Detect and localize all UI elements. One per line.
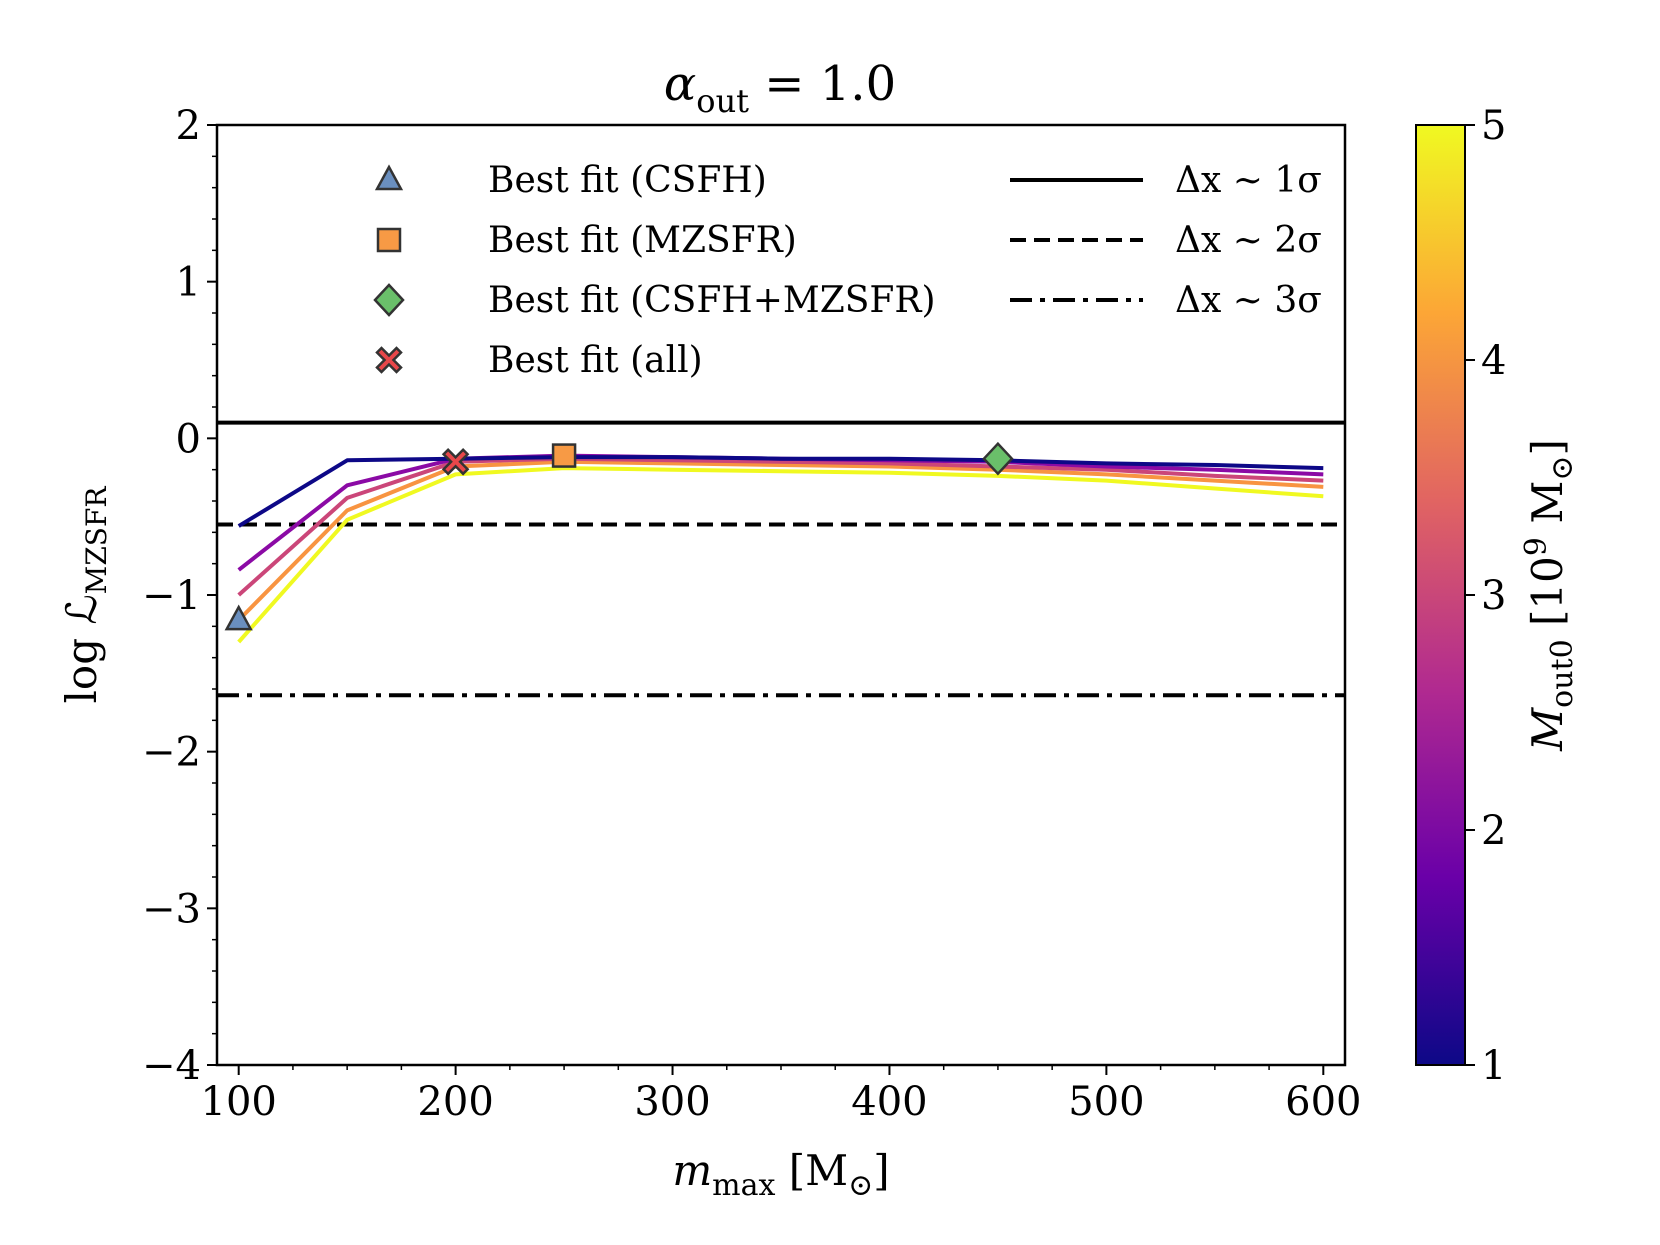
legend-label: Δx ∼ 1σ — [1175, 160, 1322, 201]
plot-area: 100 200 300 400 500 600 −4 −3 −2 −1 0 1 2 — [142, 103, 1361, 1125]
legend-label: Best fit (CSFH) — [488, 160, 767, 201]
colorbar-label-sup: 9 — [1519, 537, 1554, 556]
colorbar-tick-label: 3 — [1481, 573, 1506, 619]
legend-label: Δx ∼ 2σ — [1175, 220, 1322, 261]
y-axis-ticks: −4 −3 −2 −1 0 1 2 — [142, 103, 217, 1089]
series-line-mout0-1 — [237, 455, 1324, 528]
y-tick-label: 0 — [176, 416, 201, 462]
best-fit-marker-triangle — [224, 604, 253, 631]
legend-marker-diamond — [373, 283, 405, 317]
colorbar-label: Mout0 [109 M⊙] — [1519, 439, 1580, 752]
x-tick-label: 200 — [417, 1079, 493, 1125]
legend-label: Best fit (MZSFR) — [488, 220, 797, 261]
y-tick-label: −3 — [142, 886, 201, 932]
chart-title-rest: = 1.0 — [749, 56, 896, 112]
y-tick-label: 1 — [176, 260, 201, 306]
x-axis-label: mmax [M⊙] — [672, 1146, 889, 1203]
chart-title: αout = 1.0 — [664, 56, 896, 120]
x-tick-label: 600 — [1285, 1079, 1361, 1125]
x-axis-label-sun: ⊙ — [848, 1168, 873, 1203]
x-tick-label: 300 — [634, 1079, 710, 1125]
best-fit-marker-diamond — [982, 441, 1014, 476]
best-fit-marker-x — [441, 448, 470, 476]
colorbar-gradient — [1415, 124, 1466, 1066]
legend-label: Δx ∼ 3σ — [1175, 280, 1322, 321]
x-tick-label: 100 — [201, 1079, 277, 1125]
legend-label: Best fit (all) — [488, 340, 703, 381]
legend: Best fit (CSFH) Best fit (MZSFR) Best fit … — [373, 160, 1322, 381]
colorbar-tick-label: 1 — [1481, 1043, 1506, 1089]
chart-title-base: α — [664, 56, 696, 112]
colorbar-ticks: 1 2 3 4 5 — [1465, 103, 1506, 1089]
x-axis-label-end: ] — [873, 1146, 889, 1195]
x-tick-label: 500 — [1068, 1079, 1144, 1125]
x-axis-label-sub: max — [712, 1168, 775, 1203]
chart-title-sub: out — [696, 82, 749, 120]
y-tick-label: −4 — [142, 1043, 201, 1089]
y-tick-label: −1 — [142, 573, 201, 619]
series-line-mout0-5 — [237, 466, 1324, 644]
colorbar-label-sun: ⊙ — [1545, 456, 1580, 481]
y-tick-label: −2 — [142, 730, 201, 776]
y-axis-label: log ℒMZSFR — [57, 486, 113, 704]
series-lines — [237, 453, 1324, 644]
colorbar-tick-label: 2 — [1481, 808, 1506, 854]
colorbar-tick-label: 5 — [1481, 103, 1506, 149]
reference-lines — [217, 420, 1345, 698]
colorbar-label-sub: out0 — [1545, 639, 1580, 708]
series-line-mout0-4 — [237, 459, 1324, 622]
series-line-mout0-3 — [237, 456, 1324, 597]
y-axis-label-sub: MZSFR — [80, 486, 113, 595]
colorbar-label-base: M — [1523, 707, 1572, 752]
y-axis-label-base: log ℒ — [57, 594, 106, 703]
x-axis-label-rest: [M — [775, 1146, 848, 1195]
colorbar-tick-label: 4 — [1481, 338, 1506, 384]
colorbar-label-rest: [10 — [1523, 556, 1572, 639]
best-fit-markers — [224, 441, 1014, 631]
plot-frame — [215, 123, 1347, 1067]
legend-marker-square — [376, 227, 402, 253]
x-axis-label-base: m — [672, 1146, 712, 1195]
colorbar-label-end: ] — [1523, 439, 1572, 455]
colorbar-label-unit: M — [1523, 481, 1572, 537]
legend-marker-triangle — [374, 164, 404, 191]
legend-label: Best fit (CSFH+MZSFR) — [488, 280, 936, 321]
x-axis-ticks: 100 200 300 400 500 600 — [201, 1065, 1361, 1125]
best-fit-marker-square — [551, 443, 577, 468]
x-tick-label: 400 — [851, 1079, 927, 1125]
y-tick-label: 2 — [176, 103, 201, 149]
legend-marker-x — [375, 346, 403, 374]
